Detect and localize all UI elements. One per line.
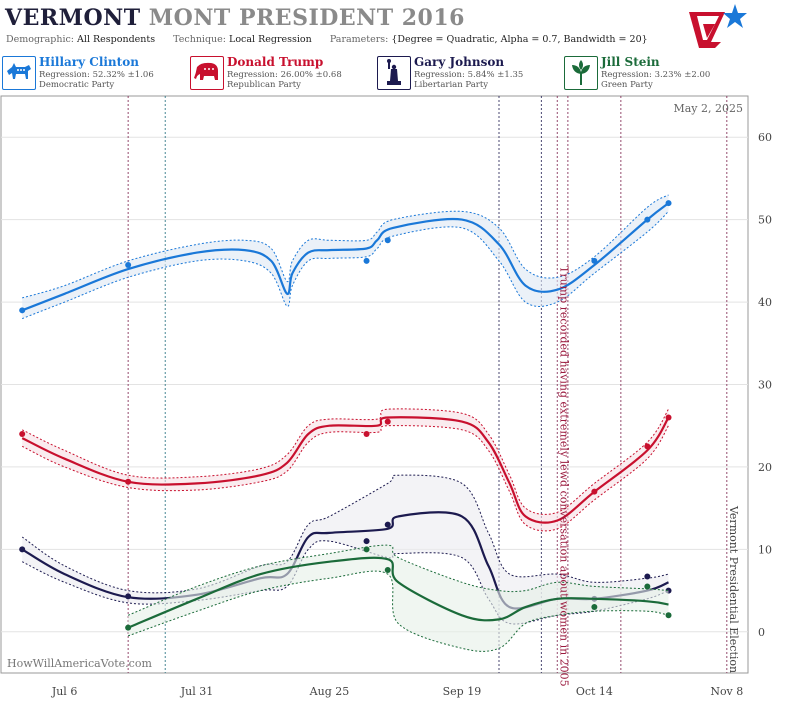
elephant-icon [190,56,224,90]
poll-point [363,257,370,264]
title-state: VERMONT [5,5,141,31]
y-tick-label: 60 [758,131,772,144]
poll-point [644,443,651,450]
regression-line [127,556,669,629]
poll-chart: 0 10 20 30 40 50 60 Jul 6 Jul 31 Aug 25 Sep 19 Oct … [0,95,772,698]
poll-point [125,478,132,485]
upper-bound-line [21,474,669,594]
legend-item-clinton: Hillary Clinton Regression: 52.32% ±1.06… [1,54,187,92]
series-jill-stein [125,544,672,652]
poll-point [591,257,598,264]
candidate-regression: Regression: 52.32% ±1.06 [39,70,154,80]
header: VERMONT MONT PRESIDENT 2016 Demographic:… [0,0,789,52]
upper-bound-line [22,194,669,299]
poll-point [384,418,391,425]
candidate-party: Green Party [601,80,653,90]
confidence-band [128,545,669,652]
poll-point [363,430,370,437]
poll-point [363,538,370,545]
poll-point [19,546,26,553]
candidate-name: Gary Johnson [414,55,505,69]
y-tick-label: 20 [758,461,772,474]
upper-bound-line [127,544,669,616]
date-label: May 2, 2025 [673,102,743,115]
poll-point [19,307,26,314]
candidate-name: Donald Trump [227,55,324,69]
statue-of-liberty-icon [377,56,411,90]
series-donald-trump [19,408,672,532]
poll-point [363,546,370,553]
candidate-name: Jill Stein [601,55,660,69]
poll-point [644,583,651,590]
page-title: VERMONT MONT PRESIDENT 2016 [5,5,465,31]
poll-point [644,573,651,580]
annotation-label: Trump recorded having extremely lewd con… [557,266,570,687]
y-tick-label: 0 [758,626,765,639]
poll-point [384,521,391,528]
demographic-label: Demographic: [6,34,75,45]
regression-line [21,202,670,312]
parameters-value: {Degree = Quadratic, Alpha = 0.7, Bandwi… [391,34,648,45]
poll-point [125,593,132,600]
regression-line [21,416,670,524]
confidence-band [22,475,669,625]
x-tick-label: Oct 14 [576,685,613,698]
donkey-icon [2,56,36,90]
poll-point [644,216,651,223]
legend-item-johnson: Gary Johnson Regression: 5.84% ±1.35 Lib… [376,54,562,92]
candidate-regression: Regression: 5.84% ±1.35 [414,70,524,80]
poll-point [125,261,132,268]
technique-label: Technique: [173,34,226,45]
poll-point [665,414,672,421]
parameters-line: Demographic: All Respondents Technique: … [6,34,648,45]
x-tick-label: Jul 31 [180,685,214,698]
y-tick-label: 40 [758,296,772,309]
poll-point [384,237,391,244]
poll-point [125,624,132,631]
poll-point [665,200,672,207]
poll-point [591,488,598,495]
candidate-legend: Hillary Clinton Regression: 52.32% ±1.06… [0,52,789,94]
confidence-band [22,194,669,319]
lower-bound-line [22,211,669,320]
y-tick-label: 50 [758,214,772,227]
title-abbrev: MONT [148,5,231,31]
poll-point [665,612,672,619]
lower-bound-line [21,425,669,532]
parameters-label: Parameters: [329,34,389,45]
poll-point [591,604,598,611]
candidate-name: Hillary Clinton [39,55,139,69]
legend-item-trump: Donald Trump Regression: 26.00% ±0.68 Re… [189,54,375,92]
technique-value: Local Regression [229,34,312,45]
leaf-icon [564,56,598,90]
y-tick-label: 30 [758,379,772,392]
x-tick-label: Jul 6 [51,685,78,698]
candidate-regression: Regression: 26.00% ±0.68 [227,70,342,80]
poll-point [19,430,26,437]
x-tick-label: Sep 19 [443,685,482,698]
series-hillary-clinton [19,194,672,320]
x-tick-label: Aug 25 [309,685,350,698]
site-logo-icon [689,4,747,48]
x-tick-label: Nov 8 [710,685,743,698]
legend-item-stein: Jill Stein Regression: 3.23% ±2.00 Green… [563,54,749,92]
lower-bound-line [127,570,669,652]
upper-bound-line [21,408,669,515]
watermark-label: HowWillAmericaVote.com [7,657,152,670]
y-tick-label: 10 [758,543,772,556]
demographic-value: All Respondents [77,34,156,45]
poll-point [384,566,391,573]
candidate-party: Republican Party [227,80,301,90]
candidate-regression: Regression: 3.23% ±2.00 [601,70,711,80]
candidate-party: Libertarian Party [414,80,489,90]
title-race: PRESIDENT 2016 [238,5,465,31]
annotation-label: Vermont Presidential Election [727,505,740,673]
candidate-party: Democratic Party [39,80,115,90]
